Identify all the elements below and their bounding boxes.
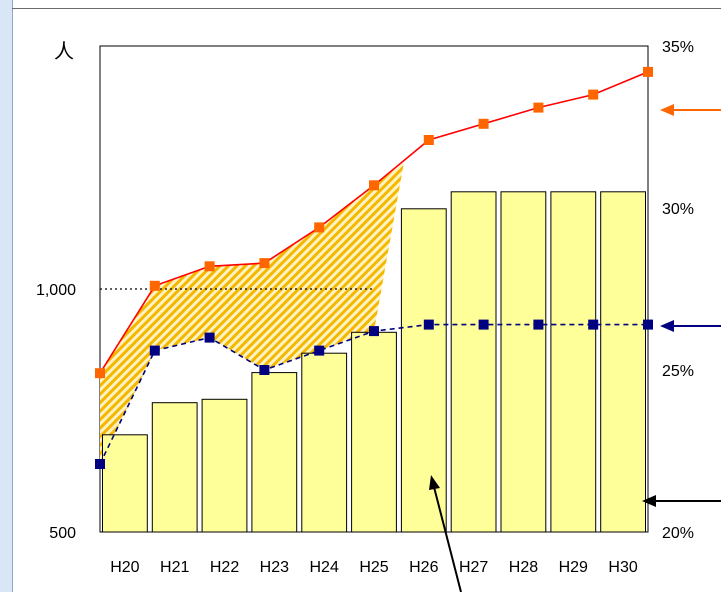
navy-series-point-H21: [149, 345, 160, 356]
lines-layer: [95, 66, 653, 469]
axes-layer: 人 H20 H21 H22 H23 H24 H25 H26 H27 H28 H29 H30 500 1,…: [36, 39, 694, 576]
orange-series-point-H24: [314, 222, 325, 233]
x-tick-label: H25: [359, 559, 388, 576]
orange-series-point-H26: [423, 135, 434, 145]
x-tick-label: H26: [409, 559, 438, 576]
navy-series-point-H25: [369, 326, 379, 337]
hatched-band: [100, 162, 404, 464]
right-tick-label: 30%: [662, 201, 694, 218]
top-border: [12, 8, 721, 9]
orange-series-point-H28: [533, 102, 544, 113]
bar-H20: [102, 434, 148, 533]
arrow-black-bar: [642, 495, 721, 507]
arrow-orange-series: [660, 104, 721, 116]
orange-series-point-H22: [204, 261, 215, 272]
bar-H28: [500, 191, 547, 533]
bar-H26: [400, 208, 447, 533]
bars-layer: [102, 191, 647, 533]
hatched-band-layer: [100, 162, 404, 464]
navy-series-point-H22: [204, 332, 215, 343]
plot-area: [95, 45, 653, 533]
x-tick-label: H22: [210, 559, 239, 576]
orange-series-point-H21: [149, 280, 160, 291]
right-tick-label: 35%: [662, 39, 694, 56]
right-tick-label: 20%: [662, 525, 694, 542]
arrow-navy-series: [660, 320, 721, 332]
orange-series-point-H27: [478, 118, 489, 129]
x-tick-label: H28: [509, 559, 538, 576]
bar-H25: [351, 331, 397, 533]
x-tick-label: H29: [559, 559, 588, 576]
navy-series-point-H27: [478, 319, 489, 330]
bar-H21: [151, 402, 198, 533]
left-tick-label: 500: [49, 525, 76, 542]
navy-series-point-H20: [95, 459, 105, 469]
bar-H22: [201, 398, 248, 533]
bar-H27: [450, 191, 497, 533]
x-tick-label: H24: [310, 559, 339, 576]
bar-H30: [600, 191, 647, 533]
x-tick-label: H20: [110, 559, 139, 576]
left-tick-label: 1,000: [36, 282, 76, 299]
annotation-arrows: [429, 104, 721, 592]
x-tick-label: H27: [459, 559, 488, 576]
navy-series-point-H28: [533, 319, 544, 330]
bar-H24: [301, 352, 348, 533]
left-axis-unit-label: 人: [54, 39, 74, 63]
x-tick-label: H23: [260, 559, 289, 576]
x-tick-label: H21: [160, 559, 189, 576]
bar-H29: [550, 191, 597, 533]
orange-series-point-H30: [643, 66, 653, 77]
orange-series-point-H29: [588, 89, 599, 100]
bar-H23: [251, 372, 298, 533]
orange-series-point-H25: [369, 180, 379, 191]
navy-series-point-H30: [643, 319, 653, 330]
navy-series-point-H24: [314, 345, 325, 356]
arrow-bar-pointer: [429, 475, 462, 592]
navy-series-point-H23: [259, 365, 270, 375]
right-tick-label: 25%: [662, 363, 694, 380]
navy-series-point-H29: [588, 319, 599, 330]
navy-series-point-H26: [423, 319, 434, 330]
orange-series-point-H20: [95, 368, 105, 379]
window-edge: [0, 0, 13, 592]
orange-series-point-H23: [259, 258, 270, 269]
x-tick-label: H30: [608, 559, 637, 576]
